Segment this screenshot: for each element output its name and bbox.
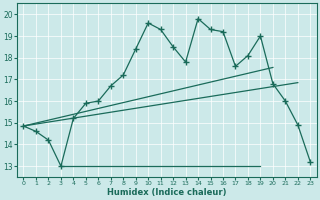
X-axis label: Humidex (Indice chaleur): Humidex (Indice chaleur) — [107, 188, 227, 197]
